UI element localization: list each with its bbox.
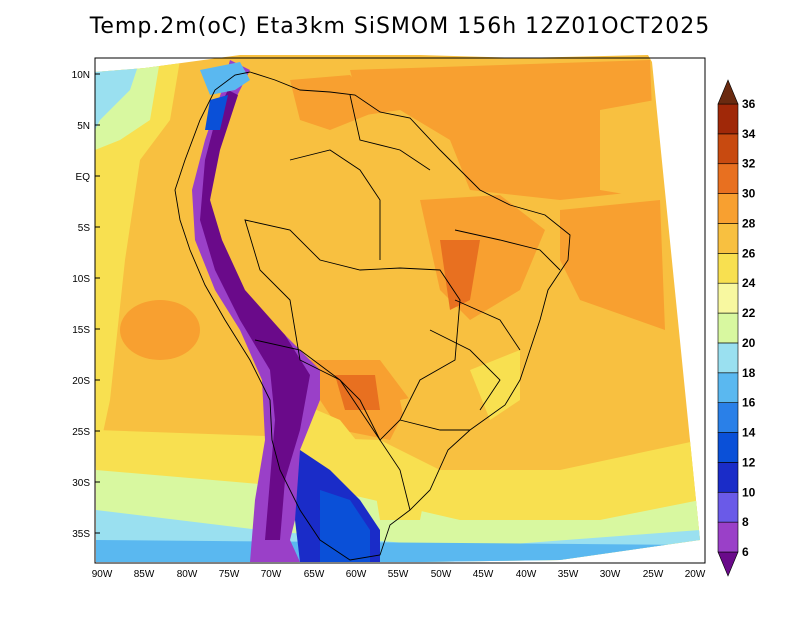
northeast-hot xyxy=(440,240,480,310)
pacific-coolest-region xyxy=(95,60,140,130)
colorbar-swatch xyxy=(717,402,739,433)
lon-label-70w: 70W xyxy=(261,569,282,580)
atlantic-mid-patch xyxy=(600,100,660,200)
colorbar-label: 8 xyxy=(742,515,749,529)
colorbar-swatch xyxy=(717,163,739,194)
colorbar-label: 28 xyxy=(742,216,756,230)
colorbar-arrow-high xyxy=(717,79,739,105)
colorbar-label: 16 xyxy=(742,396,756,410)
colorbar-label: 12 xyxy=(742,455,756,469)
lon-label-35w: 35W xyxy=(558,569,579,580)
colorbar-label: 10 xyxy=(742,485,756,499)
colorbar-label: 20 xyxy=(742,336,756,350)
lon-label-25w: 25W xyxy=(643,569,664,580)
colorbar-label: 18 xyxy=(742,366,756,380)
colorbar-label: 26 xyxy=(742,246,756,260)
map-title: Temp.2m(oC) Eta3km SiSMOM 156h 12Z01OCT2… xyxy=(89,14,711,39)
andes-core xyxy=(200,90,310,540)
lat-label-35s: 35S xyxy=(72,529,90,540)
lon-label-55w: 55W xyxy=(388,569,409,580)
colorbar-label: 24 xyxy=(742,276,756,290)
lon-label-30w: 30W xyxy=(600,569,621,580)
lat-label-10n: 10N xyxy=(72,70,90,81)
colorbar-arrow-low xyxy=(717,551,739,577)
lon-label-20w: 20W xyxy=(685,569,706,580)
latitude-axis: 10N 5N EQ 5S 10S 15S 20S 25S 30S 35S xyxy=(72,70,91,540)
colorbar-swatch xyxy=(717,223,739,254)
lat-label-25s: 25S xyxy=(72,427,90,438)
venezuela-warm xyxy=(290,75,380,130)
colorbar-swatch xyxy=(717,342,739,374)
lat-label-eq: EQ xyxy=(76,172,91,183)
colorbar-swatch xyxy=(717,491,739,523)
colorbar-label: 6 xyxy=(742,545,749,559)
amazon-border xyxy=(289,149,381,260)
northeast-state-borders xyxy=(454,229,561,271)
colorbar-swatch xyxy=(717,193,739,224)
chaco-hot xyxy=(335,375,380,410)
lon-label-60w: 60W xyxy=(346,569,367,580)
colorbar-swatch xyxy=(717,133,739,165)
continent-coastline xyxy=(174,71,571,561)
lat-label-5s: 5S xyxy=(78,223,91,234)
lat-label-30s: 30S xyxy=(72,478,90,489)
colorbar-swatch xyxy=(717,312,739,344)
minas-border xyxy=(429,329,501,411)
pacific-cool-region xyxy=(95,60,180,470)
lon-label-85w: 85W xyxy=(134,569,155,580)
longitude-axis: 90W 85W 80W 75W 70W 65W 60W 55W 50W 45W … xyxy=(92,569,706,580)
colorbar-swatch xyxy=(717,282,739,314)
lon-label-65w: 65W xyxy=(304,569,325,580)
colorbar-label: 14 xyxy=(742,426,756,440)
lon-label-75w: 75W xyxy=(219,569,240,580)
colorbar-label: 36 xyxy=(742,97,756,111)
brazil-inner-borders xyxy=(244,219,461,441)
lat-label-5n: 5N xyxy=(77,121,90,132)
colorbar: 6 8 10 12 14 16 18 20 22 24 26 28 30 32 34 36 xyxy=(717,79,756,577)
colorbar-swatch xyxy=(717,521,739,553)
colombia-cool xyxy=(200,62,250,95)
sao-paulo-border xyxy=(399,419,470,431)
colombia-cold xyxy=(205,95,228,130)
bolivia-border xyxy=(254,339,341,381)
north-atlantic-warm xyxy=(350,60,655,200)
bahia-border xyxy=(454,299,521,351)
colorbar-swatch xyxy=(717,432,739,463)
patagonia-colder xyxy=(320,490,370,562)
colorbar-swatch xyxy=(717,253,739,284)
uruguay-mild xyxy=(370,460,430,520)
lon-label-80w: 80W xyxy=(177,569,198,580)
colorbar-swatch xyxy=(717,462,739,493)
argentina-border xyxy=(339,379,411,511)
lon-label-40w: 40W xyxy=(516,569,537,580)
pacific-warm-patch xyxy=(120,300,200,360)
lon-label-50w: 50W xyxy=(431,569,452,580)
lat-label-10s: 10S xyxy=(72,274,90,285)
lon-label-45w: 45W xyxy=(473,569,494,580)
lat-label-20s: 20S xyxy=(72,376,90,387)
political-boundaries xyxy=(174,71,571,561)
colorbar-swatch xyxy=(717,103,739,135)
tropical-atlantic-warm xyxy=(560,200,665,330)
lon-label-90w: 90W xyxy=(92,569,113,580)
south-edge-band xyxy=(96,540,700,562)
southeast-brazil xyxy=(400,390,470,470)
colorbar-swatch xyxy=(717,372,739,403)
guianas-border xyxy=(349,94,431,171)
latitude-ticks xyxy=(95,73,100,534)
colorbar-label: 34 xyxy=(742,127,756,141)
minas-mild xyxy=(470,350,520,420)
colorbar-label: 22 xyxy=(742,306,756,320)
colorbar-label: 32 xyxy=(742,157,756,171)
lat-label-15s: 15S xyxy=(72,325,90,336)
plot-frame xyxy=(94,57,706,564)
colorbar-label: 30 xyxy=(742,187,756,201)
temperature-field xyxy=(95,55,700,562)
